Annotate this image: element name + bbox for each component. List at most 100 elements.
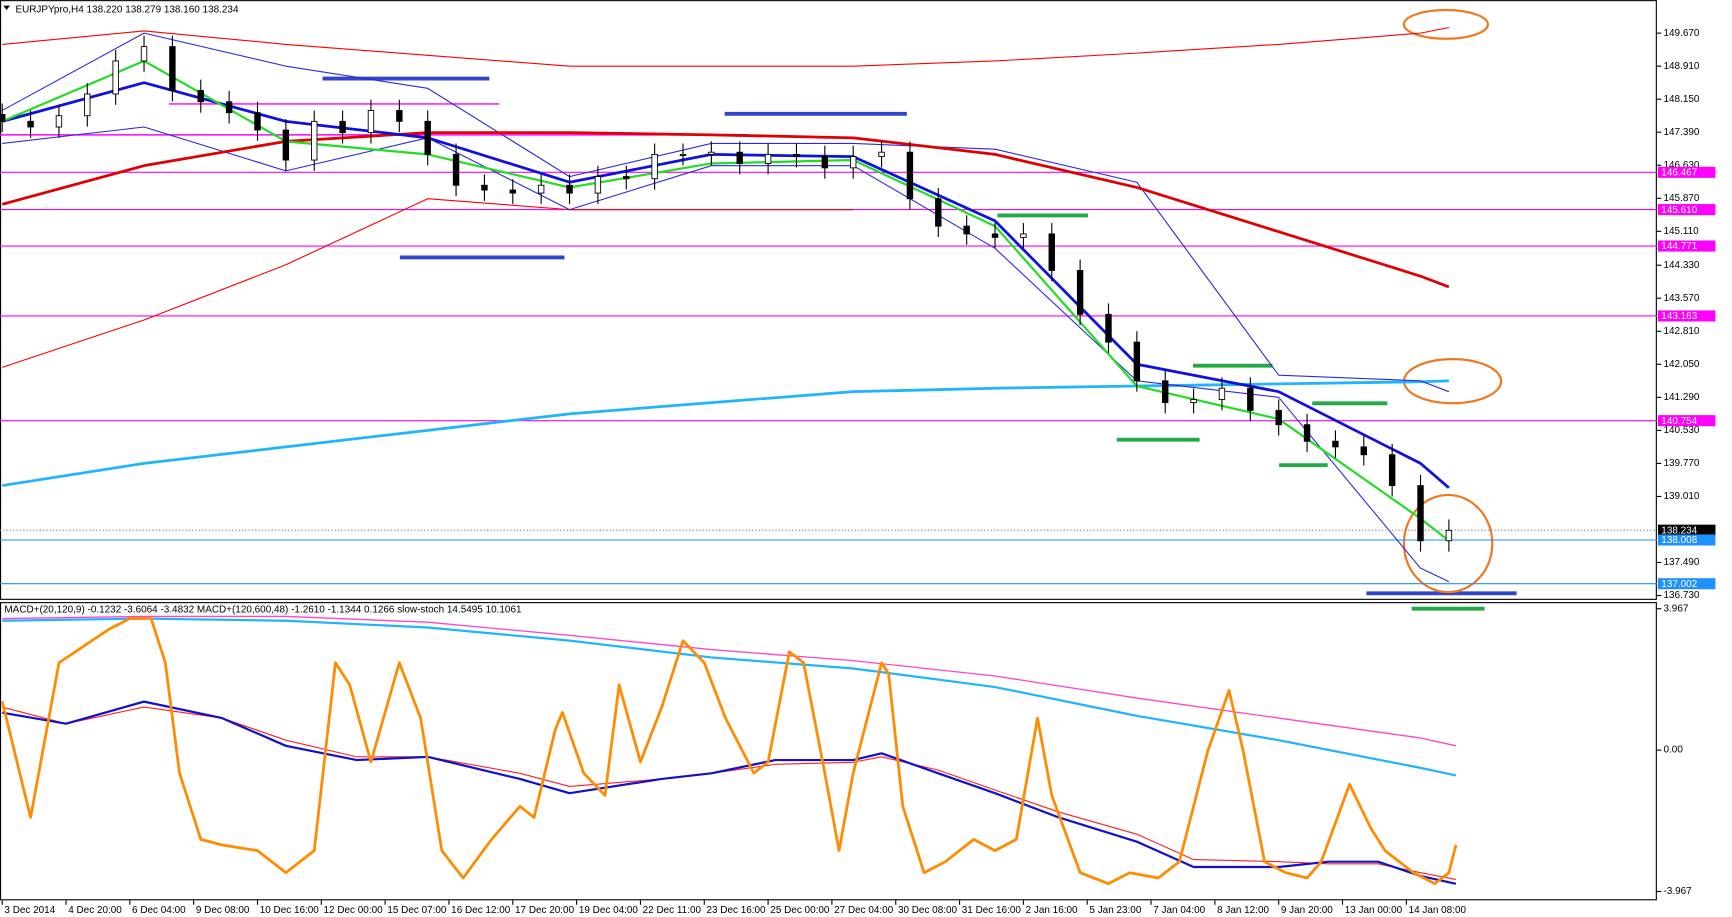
highlight-ellipse <box>1402 8 1489 40</box>
candle-body <box>169 46 176 91</box>
level-label: 138.008 <box>1661 535 1697 546</box>
x-tick-label: 17 Dec 20:00 <box>515 905 575 916</box>
candle-body <box>1247 387 1254 411</box>
level-label: 143.163 <box>1661 311 1697 322</box>
sub-panel-frame <box>0 602 1657 901</box>
x-tick-label: 3 Dec 2014 <box>4 905 55 916</box>
y-tick-label: 140.530 <box>1664 425 1700 436</box>
candle-body <box>1445 529 1453 542</box>
candle-body <box>339 120 346 134</box>
level-label-box <box>1657 578 1716 590</box>
indicator-line <box>2 700 1457 885</box>
candle-body <box>27 120 34 128</box>
x-tick-label: 5 Jan 23:00 <box>1089 905 1141 916</box>
x-tick-label: 12 Dec 00:00 <box>324 905 384 916</box>
indicator-line <box>2 198 854 368</box>
y-tick-label: 0.00 <box>1664 745 1684 756</box>
y-tick-label: 139.770 <box>1664 458 1700 469</box>
y-tick-label: 146.630 <box>1664 160 1700 171</box>
candle-body <box>84 93 91 117</box>
indicator-line <box>2 617 1457 777</box>
indicator-line <box>2 126 1450 583</box>
y-tick-label: 143.570 <box>1664 293 1700 304</box>
candle-body <box>254 112 261 131</box>
candle-body <box>197 90 204 103</box>
indicator-line <box>2 26 1450 67</box>
level-label-box <box>1657 415 1716 427</box>
candle-body <box>509 189 516 194</box>
level-label-box <box>1657 310 1716 322</box>
y-tick-label: 149.670 <box>1664 28 1700 39</box>
candle-body <box>367 110 375 134</box>
candle-body <box>935 198 942 227</box>
candle-body <box>1162 380 1169 404</box>
candle-body <box>991 233 999 238</box>
candle-body <box>1218 387 1226 400</box>
y-tick-label: 3.967 <box>1664 603 1689 614</box>
candle-body <box>566 184 573 194</box>
level-label-box <box>1657 204 1716 216</box>
indicator-line <box>1 81 1450 489</box>
candle-body <box>821 156 829 169</box>
candle-body <box>708 151 715 155</box>
y-tick-label: 148.150 <box>1664 94 1700 105</box>
candle-body <box>651 153 658 180</box>
candle-body <box>1303 424 1311 442</box>
level-label: 144.771 <box>1661 241 1697 252</box>
x-tick-label: 27 Dec 04:00 <box>834 905 894 916</box>
candle-body <box>1133 341 1141 382</box>
level-label: 137.002 <box>1661 579 1697 590</box>
candle-body <box>1048 233 1055 271</box>
candle-body <box>396 110 403 122</box>
x-tick-label: 10 Dec 16:00 <box>260 905 320 916</box>
y-tick-label: 136.730 <box>1664 590 1700 601</box>
x-tick-label: 7 Jan 04:00 <box>1153 905 1205 916</box>
y-tick-label: 142.050 <box>1664 359 1700 370</box>
y-tick-label: 144.330 <box>1664 260 1700 271</box>
y-tick-label: 148.910 <box>1664 61 1700 72</box>
candle-body <box>0 113 6 122</box>
main-panel-frame <box>0 0 1657 600</box>
candle-body <box>481 184 488 191</box>
level-label-box <box>1657 166 1716 178</box>
drawn-objects <box>0 5 1517 611</box>
x-tick-label: 25 Dec 00:00 <box>770 905 830 916</box>
x-tick-label: 9 Dec 08:00 <box>196 905 250 916</box>
candle-body <box>225 101 233 114</box>
y-tick-label: 139.010 <box>1664 491 1700 502</box>
level-label: 140.754 <box>1661 416 1697 427</box>
indicator-line <box>1 379 1449 487</box>
level-label-box <box>1657 240 1716 252</box>
candle-body <box>623 176 630 180</box>
candle-body <box>679 153 687 156</box>
candle-body <box>963 225 970 235</box>
candle-body <box>764 153 772 164</box>
candle-body <box>1275 409 1282 426</box>
x-tick-label: 31 Dec 16:00 <box>962 905 1022 916</box>
candle-body <box>311 120 318 161</box>
candle-body <box>1076 269 1084 315</box>
y-tick-label: -3.967 <box>1664 886 1693 897</box>
x-tick-label: 2 Jan 16:00 <box>1026 905 1078 916</box>
x-tick-label: 9 Jan 20:00 <box>1281 905 1333 916</box>
y-tick-label: 145.870 <box>1664 193 1700 204</box>
candle-body <box>140 46 148 62</box>
level-label-box <box>1657 534 1716 546</box>
candle-body <box>1332 440 1339 448</box>
highlight-ellipse <box>1402 493 1494 594</box>
x-tick-label: 14 Jan 08:00 <box>1409 905 1467 916</box>
level-label: 146.467 <box>1661 168 1697 179</box>
menu-arrow <box>3 5 10 11</box>
indicator-line <box>2 706 1457 881</box>
candle-body <box>1190 399 1197 404</box>
chart-title: EURJPYpro,H4 138.220 138.279 138.160 138… <box>15 5 238 16</box>
indicator-line <box>1 59 1450 542</box>
candle-body <box>793 153 800 158</box>
indicator-title: MACD+(20,120,9) -0.1232 -3.6064 -3.4832 … <box>4 604 522 615</box>
x-tick-label: 16 Dec 12:00 <box>451 905 511 916</box>
x-tick-label: 22 Dec 11:00 <box>643 905 702 916</box>
candle-body <box>55 115 63 128</box>
indicator-line <box>1 131 1450 289</box>
